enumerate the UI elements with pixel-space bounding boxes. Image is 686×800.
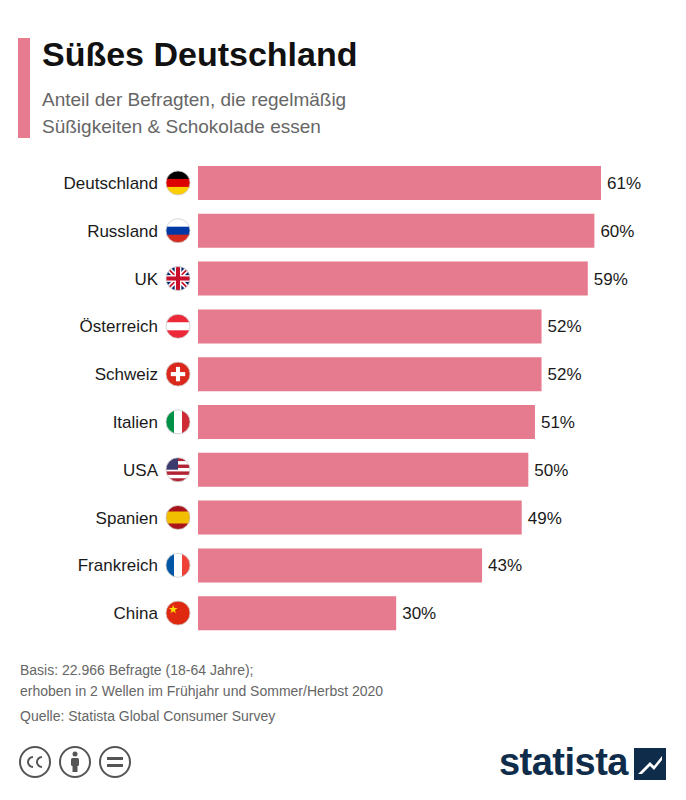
svg-text:61%: 61% — [607, 174, 641, 193]
svg-text:50%: 50% — [534, 461, 568, 480]
svg-text:Spanien: Spanien — [96, 509, 158, 528]
svg-text:Italien: Italien — [113, 413, 158, 432]
html-text:Süßes Deutschland: Süßes Deutschland — [42, 35, 358, 73]
svg-text:Schweiz: Schweiz — [95, 365, 158, 384]
svg-text:60%: 60% — [600, 222, 634, 241]
html-text:statista: statista — [498, 741, 628, 783]
svg-text:Deutschland: Deutschland — [63, 174, 158, 193]
svg-text:30%: 30% — [402, 604, 436, 623]
svg-text:USA: USA — [123, 461, 159, 480]
svg-text:China: China — [114, 604, 159, 623]
html-text:erhoben in 2 Wellen im Frühjah: erhoben in 2 Wellen im Frühjahr und Somm… — [20, 683, 384, 699]
html-text:Anteil der Befragten, die rege: Anteil der Befragten, die regelmäßig Süß… — [42, 89, 347, 137]
svg-text:49%: 49% — [528, 509, 562, 528]
svg-text:Österreich: Österreich — [80, 317, 158, 336]
svg-text:43%: 43% — [488, 556, 522, 575]
svg-text:52%: 52% — [548, 365, 582, 384]
html-text:Basis: 22.966 Befragte (18-64: Basis: 22.966 Befragte (18-64 Jahre); — [20, 662, 254, 678]
svg-text:Frankreich: Frankreich — [78, 556, 158, 575]
svg-text:52%: 52% — [548, 317, 582, 336]
html-text:Quelle: Statista Global Consum: Quelle: Statista Global Consumer Survey — [20, 708, 276, 724]
svg-text:UK: UK — [134, 270, 158, 289]
svg-text:Russland: Russland — [87, 222, 158, 241]
svg-text:51%: 51% — [541, 413, 575, 432]
svg-text:59%: 59% — [594, 270, 628, 289]
